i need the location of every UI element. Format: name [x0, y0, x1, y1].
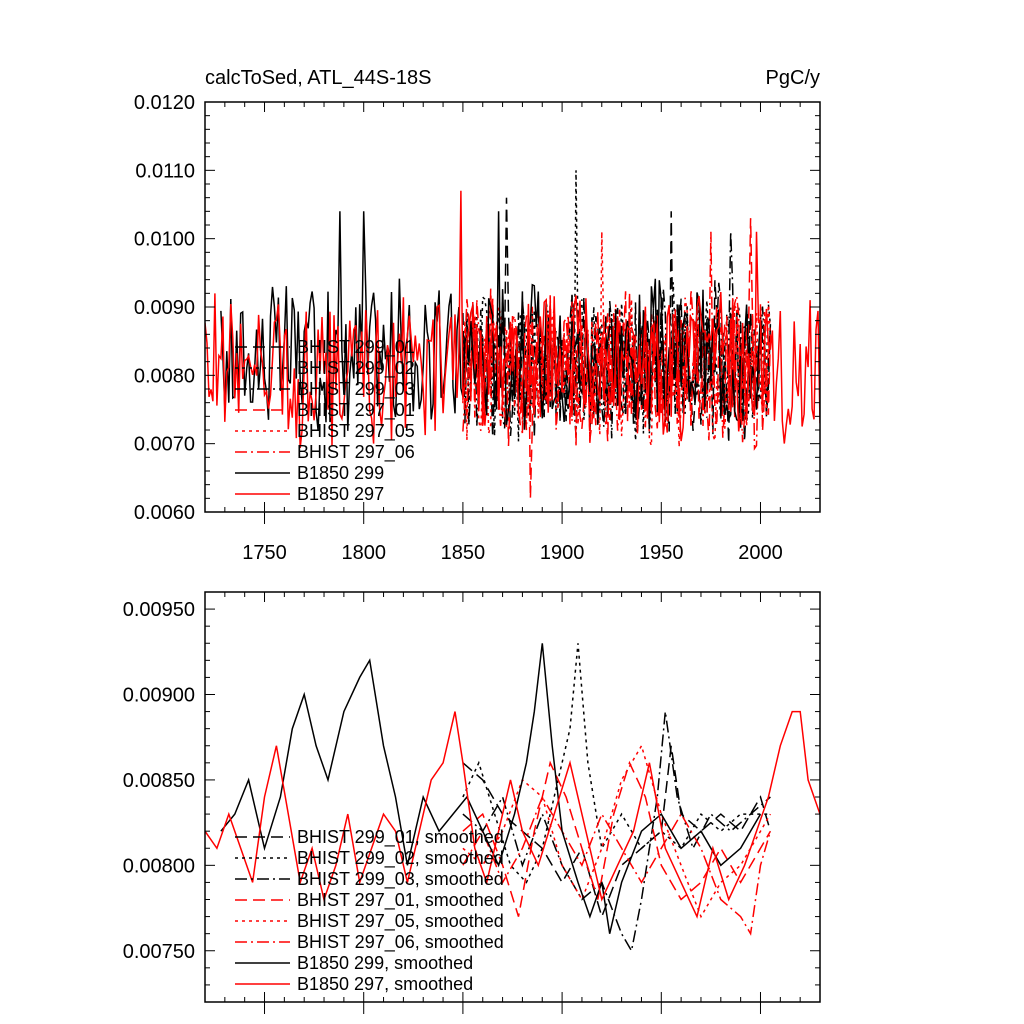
x-tick-label: 1750: [242, 542, 287, 564]
legend-label-b1850-299: B1850 299: [297, 463, 384, 483]
y-tick-label: 0.0110: [135, 160, 195, 182]
legend-label-bhist-297-01-smoothed: BHIST 297_01, smoothed: [297, 890, 504, 911]
series-line-bhist-297-01-smoothed: [462, 760, 772, 917]
legend-label-b1850-299-smoothed: B1850 299, smoothed: [297, 953, 473, 973]
y-tick-label: 0.00900: [123, 685, 195, 707]
top-axis-ticks: 1750 1800 1850 1900 1950 2000 0.0060 0.0070 0.00…: [134, 92, 821, 564]
legend-label-bhist-299-03-smoothed: BHIST 299_03, smoothed: [297, 869, 504, 890]
x-tick-label: 1900: [540, 542, 585, 564]
y-tick-label: 0.00950: [123, 599, 195, 621]
series-line-bhist-299-01-smoothed: [462, 745, 772, 919]
series-line-b1850-299-smoothed: [220, 643, 762, 934]
bottom-series-group: [205, 643, 820, 953]
legend-label-bhist-297-01: BHIST 297_01: [297, 400, 415, 421]
legend-label-bhist-297-05: BHIST 297_05: [297, 421, 415, 442]
series-line-bhist-299-02: [462, 170, 772, 442]
legend-label-b1850-297: B1850 297: [297, 484, 384, 504]
bottom-panel: 0.00750 0.00800 0.00850 0.00900 0.00950 BHIS…: [123, 591, 821, 1014]
legend-label-bhist-299-02-smoothed: BHIST 299_02, smoothed: [297, 848, 504, 869]
x-tick-label: 2000: [738, 542, 783, 564]
chart-units: PgC/y: [766, 67, 820, 89]
chart-title: calcToSed, ATL_44S-18S: [205, 67, 431, 89]
y-tick-label: 0.00850: [123, 770, 195, 792]
series-line-bhist-297-06-smoothed: [462, 795, 772, 936]
series-line-b1850-297-smoothed: [205, 710, 820, 919]
top-panel: calcToSed, ATL_44S-18S PgC/y 1750 1800 185…: [134, 67, 821, 564]
x-tick-label: 1800: [341, 542, 386, 564]
legend-label-bhist-297-06: BHIST 297_06: [297, 442, 415, 463]
y-tick-label: 0.0080: [134, 365, 195, 387]
y-tick-label: 0.0090: [134, 297, 195, 319]
legend-label-bhist-299-02: BHIST 299_02: [297, 358, 415, 379]
y-tick-label: 0.00750: [123, 941, 195, 963]
legend-label-b1850-297-smoothed: B1850 297, smoothed: [297, 974, 473, 994]
y-tick-label: 0.0120: [134, 92, 195, 114]
x-tick-label: 1950: [639, 542, 684, 564]
bottom-axis-ticks: 0.00750 0.00800 0.00850 0.00900 0.00950: [123, 591, 821, 1014]
y-tick-label: 0.0060: [134, 502, 195, 524]
series-line-bhist-297-05-smoothed: [462, 743, 772, 919]
legend-label-bhist-297-06-smoothed: BHIST 297_06, smoothed: [297, 932, 504, 953]
x-tick-label: 1850: [441, 542, 486, 564]
series-line-bhist-299-02-smoothed: [462, 643, 771, 884]
y-tick-label: 0.0100: [134, 229, 195, 251]
series-line-b1850-297: [205, 190, 820, 448]
y-tick-label: 0.00800: [123, 855, 195, 877]
legend-label-bhist-299-01: BHIST 299_01: [297, 337, 415, 358]
y-tick-label: 0.0070: [134, 434, 195, 456]
top-series-group: [205, 170, 820, 499]
legend-label-bhist-299-03: BHIST 299_03: [297, 379, 415, 400]
legend-label-bhist-299-01-smoothed: BHIST 299_01, smoothed: [297, 827, 504, 848]
legend-label-bhist-297-05-smoothed: BHIST 297_05, smoothed: [297, 911, 504, 932]
series-line-bhist-299-03-smoothed: [462, 711, 771, 953]
